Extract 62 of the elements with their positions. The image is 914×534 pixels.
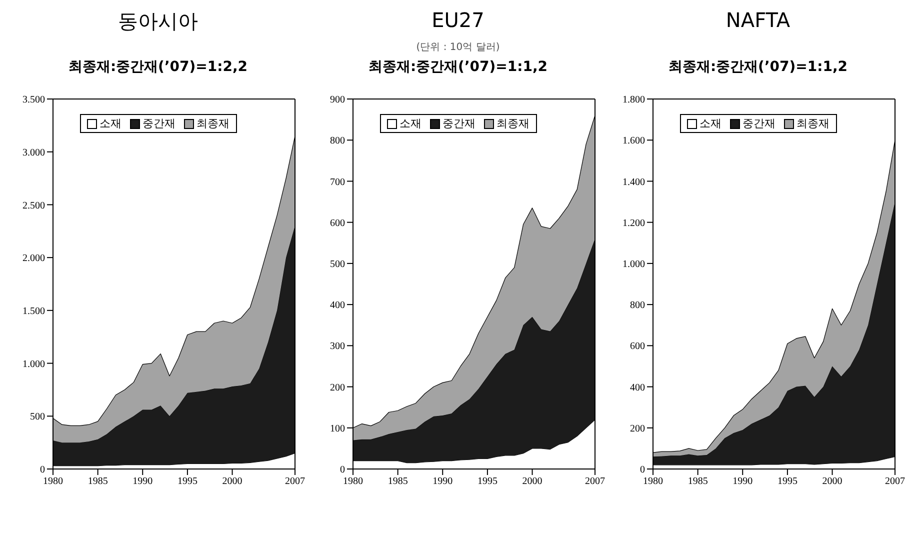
x-tick-label: 1990 bbox=[432, 476, 453, 488]
x-tick-label: 1995 bbox=[177, 476, 198, 488]
x-tick-label: 1985 bbox=[388, 476, 408, 488]
y-tick-label: 300 bbox=[330, 341, 345, 352]
y-tick-label: 3.500 bbox=[22, 94, 45, 106]
chart-title: EU27 bbox=[432, 8, 484, 34]
x-tick-label: 2000 bbox=[222, 476, 242, 488]
y-tick-label: 200 bbox=[330, 382, 345, 394]
legend-label: 중간재 bbox=[742, 116, 776, 131]
x-tick-label: 1980 bbox=[643, 476, 663, 488]
x-tick-label: 1990 bbox=[732, 476, 753, 488]
x-tick-label: 1980 bbox=[43, 476, 63, 488]
y-tick-label: 1.000 bbox=[22, 358, 45, 370]
chart-title: NAFTA bbox=[726, 8, 790, 34]
x-tick-label: 1995 bbox=[777, 476, 798, 488]
y-tick-label: 3.000 bbox=[22, 147, 45, 158]
y-tick-label: 700 bbox=[330, 176, 345, 188]
y-tick-label: 2.500 bbox=[22, 200, 45, 212]
x-tick-label: 1995 bbox=[477, 476, 498, 488]
legend-label: 소재 bbox=[100, 116, 122, 131]
y-tick-label: 600 bbox=[330, 218, 345, 229]
y-tick-label: 0 bbox=[40, 464, 45, 476]
y-tick-label: 1.800 bbox=[622, 94, 645, 106]
legend-label: 최종재 bbox=[496, 116, 530, 131]
y-tick-label: 600 bbox=[630, 341, 645, 352]
y-tick-label: 200 bbox=[630, 423, 645, 434]
chart-subtitle: 최종재:중간재(’07)=1:2,2 bbox=[68, 58, 248, 77]
chart-subtitle: 최종재:중간재(’07)=1:1,2 bbox=[368, 58, 548, 77]
legend-label: 중간재 bbox=[142, 116, 176, 131]
legend-label: 소재 bbox=[700, 116, 722, 131]
x-tick-label: 2007 bbox=[585, 476, 605, 488]
y-tick-label: 400 bbox=[630, 382, 645, 394]
y-tick-label: 0 bbox=[340, 464, 345, 476]
x-tick-label: 2000 bbox=[822, 476, 842, 488]
y-tick-label: 1.200 bbox=[622, 218, 645, 229]
y-tick-label: 500 bbox=[330, 258, 345, 270]
x-tick-label: 2000 bbox=[522, 476, 542, 488]
x-tick-label: 1985 bbox=[88, 476, 108, 488]
y-tick-label: 800 bbox=[330, 136, 345, 147]
y-tick-label: 2.000 bbox=[22, 253, 45, 264]
legend-label: 소재 bbox=[400, 116, 422, 131]
y-tick-label: 1.500 bbox=[22, 306, 45, 317]
legend-label: 중간재 bbox=[442, 116, 476, 131]
chart-subtitle: 최종재:중간재(’07)=1:1,2 bbox=[668, 58, 848, 77]
y-tick-label: 800 bbox=[630, 300, 645, 312]
legend-label: 최종재 bbox=[796, 116, 830, 131]
y-tick-label: 1.400 bbox=[622, 176, 645, 188]
x-tick-label: 1985 bbox=[688, 476, 708, 488]
x-tick-label: 2007 bbox=[885, 476, 905, 488]
y-tick-label: 500 bbox=[30, 412, 45, 423]
y-tick-label: 400 bbox=[330, 300, 345, 312]
x-tick-label: 2007 bbox=[285, 476, 305, 488]
text: (단위 : 10억 달러) bbox=[416, 42, 500, 53]
y-tick-label: 1.600 bbox=[622, 136, 645, 147]
x-tick-label: 1980 bbox=[343, 476, 363, 488]
legend-label: 최종재 bbox=[196, 116, 230, 131]
x-tick-label: 1990 bbox=[132, 476, 153, 488]
y-tick-label: 900 bbox=[330, 94, 345, 106]
y-tick-label: 1.000 bbox=[622, 258, 645, 270]
y-tick-label: 0 bbox=[640, 464, 645, 476]
y-tick-label: 100 bbox=[330, 423, 345, 434]
chart-title: 동아시아 bbox=[118, 8, 198, 35]
